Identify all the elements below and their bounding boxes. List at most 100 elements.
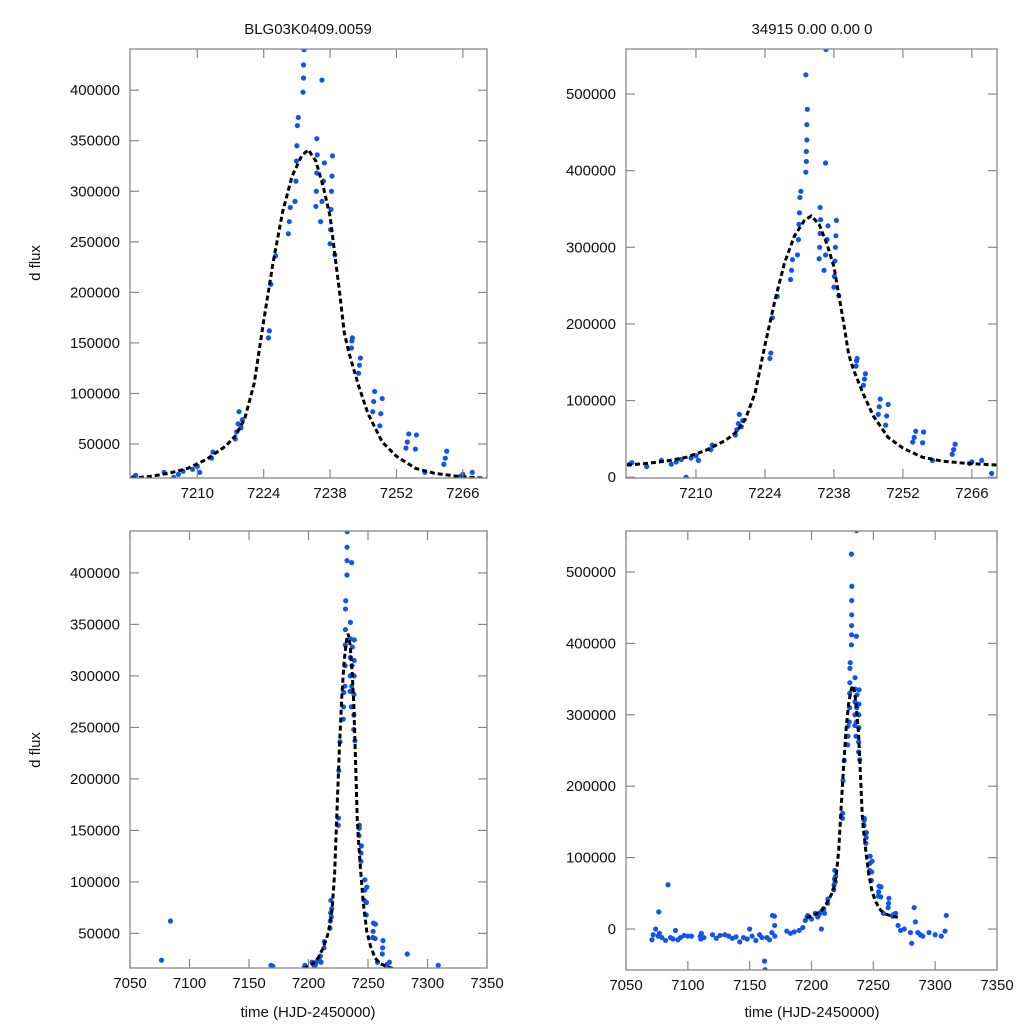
data-point (907, 929, 914, 936)
plot-frame (625, 48, 998, 479)
data-point (878, 894, 884, 900)
y-tick-label: 300000 (70, 183, 120, 200)
data-point (869, 858, 875, 864)
y-tick-label: 300000 (566, 239, 616, 256)
y-tick-label: 200000 (566, 778, 616, 795)
data-point (555, 497, 560, 502)
data-point (804, 106, 810, 112)
data-point (795, 237, 802, 243)
data-point (286, 988, 291, 993)
data-point (431, 993, 436, 998)
data-point (772, 922, 778, 929)
data-point (258, 995, 263, 1000)
model-curve (626, 213, 997, 467)
data-point (240, 995, 245, 1000)
data-point (800, 924, 806, 931)
data-point (158, 993, 163, 998)
panel-bottom-right: 7050 7100 7150 7200 7250 7300 7350 0 100000 20000… (566, 530, 1014, 994)
data-point (883, 422, 889, 428)
data-point (833, 233, 839, 239)
y-tick-label: 50000 (78, 436, 120, 453)
data-point (344, 531, 350, 535)
data-point (0, 497, 1, 502)
y-tick-label: 200000 (566, 316, 616, 333)
plot-frame (625, 530, 998, 971)
data-point (531, 512, 536, 517)
x-tick-label: 7350 (470, 975, 503, 992)
data-point (282, 985, 287, 990)
data-point (344, 557, 350, 564)
x-tick-label: 7266 (446, 485, 479, 502)
data-point (344, 442, 349, 447)
x-tick-label: 7252 (886, 485, 919, 502)
data-point (73, 427, 78, 432)
data-point (496, 461, 501, 466)
data-point (302, 7, 307, 12)
data-point (575, 478, 580, 483)
data-point (435, 962, 441, 968)
data-point (952, 441, 958, 447)
data-point (489, 494, 494, 499)
data-point (349, 408, 354, 413)
data-point (370, 928, 376, 934)
x-tick-label: 7252 (380, 485, 413, 502)
data-point (175, 471, 181, 477)
data-point (701, 934, 707, 941)
panel-top-right: 7210 7224 7238 7252 7266 0 100000 200000 300000 4… (63, 48, 998, 502)
x-tick-label: 7238 (313, 485, 346, 502)
data-point (574, 502, 579, 507)
data-point (825, 223, 831, 229)
data-point (402, 1003, 407, 1008)
y-tick-label: 400000 (70, 565, 120, 582)
data-point (821, 910, 828, 916)
data-point (328, 188, 335, 194)
data-point (357, 355, 364, 361)
data-point (92, 485, 97, 490)
data-point (821, 267, 827, 273)
data-point (180, 995, 185, 1000)
data-point (685, 933, 691, 939)
y-tick-label: 150000 (70, 335, 120, 352)
data-point (349, 335, 355, 341)
data-point (160, 988, 165, 993)
data-point (404, 951, 410, 957)
data-point (404, 439, 410, 445)
data-point (358, 488, 363, 493)
data-point (926, 929, 932, 936)
data-point (803, 158, 809, 165)
data-point (804, 122, 810, 128)
data-point (951, 447, 957, 453)
data-point (823, 49, 829, 53)
data-point (398, 475, 403, 480)
data-point (895, 922, 901, 929)
data-point (218, 992, 223, 997)
data-point (852, 675, 858, 681)
panel-title-top-right: 34915 0.00 0.00 0 (752, 21, 873, 38)
data-point (541, 462, 546, 467)
data-point (546, 482, 551, 487)
y-tick-label: 250000 (70, 719, 120, 736)
data-point (347, 688, 353, 694)
data-point (656, 930, 662, 936)
data-point (853, 633, 859, 639)
data-point (469, 469, 475, 475)
data-point (124, 480, 129, 485)
data-point (67, 498, 72, 503)
data-point (403, 445, 409, 451)
data-point (717, 932, 723, 939)
data-point (713, 935, 719, 941)
data-point (166, 482, 171, 487)
y-tick-label: 200000 (70, 771, 120, 788)
data-point (307, 967, 310, 968)
plot-area (0, 7, 579, 517)
data-point (177, 998, 182, 1003)
data-point (206, 479, 211, 484)
data-point (342, 606, 349, 612)
y-tick-label: 400000 (70, 82, 120, 99)
data-point (867, 853, 873, 859)
data-point (348, 345, 355, 351)
data-point (63, 487, 68, 492)
data-point (380, 945, 386, 951)
data-point (822, 252, 829, 258)
